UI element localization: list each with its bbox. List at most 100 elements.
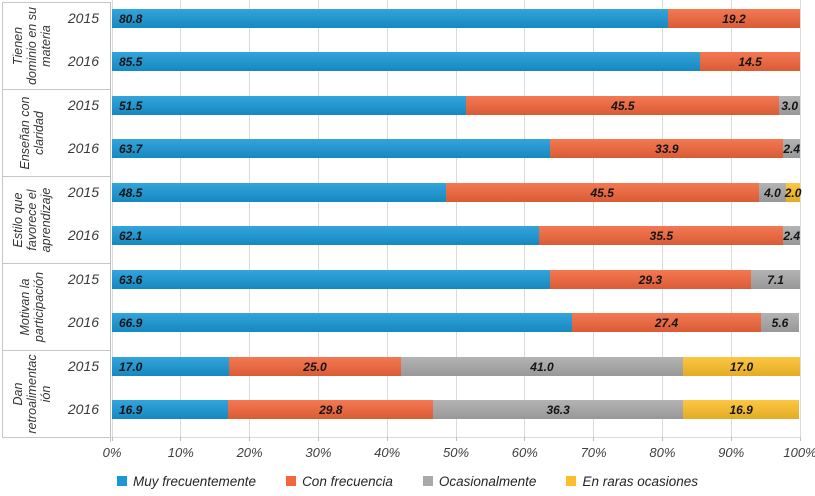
x-axis-tick-label: 30% (305, 445, 332, 460)
x-axis-tick-label: 0% (102, 445, 122, 460)
bar-value-label: 29.8 (319, 402, 343, 417)
category-label-line: favorece el (25, 188, 39, 251)
bar-value-label: 62.1 (119, 228, 143, 243)
x-axis-tick-label: 70% (580, 445, 607, 460)
bar-value-label: 4.0 (764, 185, 781, 200)
legend-label: En raras ocasiones (582, 473, 698, 489)
axis-tick (455, 437, 457, 441)
bar-value-label: 33.9 (655, 141, 679, 156)
axis-tick (180, 437, 182, 441)
bar-value-label: 16.9 (729, 402, 753, 417)
bar-track: 63.7 33.9 2.4 (112, 139, 800, 158)
bar-segment-4: 16.9 (683, 400, 800, 419)
year-label: 2016 (67, 401, 99, 417)
bar-segment-3: 41.0 (400, 357, 684, 376)
bar-segment-4: 2.0 (785, 183, 801, 202)
x-axis-tick-label: 90% (718, 445, 745, 460)
plot-bottom-line (110, 437, 800, 438)
x-axis-tick-label: 20% (236, 445, 263, 460)
legend-swatch-icon (566, 476, 577, 486)
bar-segment-4: 17.0 (683, 357, 800, 376)
axis-tick (799, 437, 801, 441)
year-label: 2016 (67, 140, 99, 156)
legend-item-4: En raras ocasiones (566, 474, 698, 489)
bar-value-label: 16.9 (119, 402, 143, 417)
bar-value-label: 35.5 (649, 228, 674, 243)
category-label: Estilo que favorece el aprendizaje (11, 176, 53, 263)
bar-value-label: 5.6 (771, 315, 789, 330)
year-label: 2015 (67, 184, 99, 200)
year-label: 2015 (67, 97, 99, 113)
category-separator-line (2, 263, 110, 264)
bar-track: 16.9 29.8 36.3 16.9 (112, 400, 800, 419)
category-label-line: retroalimentac (25, 353, 39, 434)
grid-line (524, 0, 526, 437)
year-label: 2016 (67, 227, 99, 243)
bar-value-label: 17.0 (119, 359, 143, 374)
x-axis-tick-label: 100% (783, 445, 815, 460)
bar-value-label: 17.0 (729, 359, 754, 374)
bar-segment-3: 2.4 (783, 226, 800, 245)
legend-label: Ocasionalmente (438, 473, 537, 489)
bar-value-label: 3.0 (781, 98, 798, 113)
bar-value-label: 63.6 (119, 272, 143, 287)
category-separator-line (2, 437, 110, 438)
x-axis-tick-label: 80% (649, 445, 676, 460)
category-axis-line (110, 2, 111, 442)
bar-segment-1: 66.9 (112, 313, 573, 332)
grid-line (455, 0, 457, 437)
category-separator-line (2, 89, 110, 90)
bar-segment-3: 5.6 (760, 313, 800, 332)
category-label: Enseñan con claridad (18, 89, 46, 176)
grid-line (593, 0, 595, 437)
bar-segment-3: 36.3 (433, 400, 684, 419)
grid-line (386, 0, 388, 437)
grid-line (249, 0, 251, 437)
category-label-line: Estilo que (11, 192, 25, 247)
axis-tick (111, 437, 113, 441)
bar-segment-3: 4.0 (758, 183, 787, 202)
legend-item-1: Muy frecuentemente (117, 474, 256, 489)
bar-segment-2: 19.2 (667, 9, 800, 28)
bar-segment-1: 48.5 (112, 183, 446, 202)
category-label-line: materia (39, 24, 53, 67)
category-box: Dan retroalimentac ión (3, 350, 61, 437)
category-label-line: participación (32, 271, 46, 342)
bar-track: 17.0 25.0 41.0 17.0 (112, 357, 800, 376)
grid-line (180, 0, 182, 437)
bar-track: 85.5 14.5 (112, 52, 800, 71)
year-label: 2016 (67, 53, 99, 69)
category-label-line: claridad (32, 110, 46, 155)
bar-value-label: 19.2 (722, 11, 746, 26)
category-box: Enseñan con claridad (3, 89, 61, 176)
bar-segment-2: 33.9 (550, 139, 784, 158)
legend-swatch-icon (117, 476, 127, 486)
bar-segment-2: 29.8 (228, 400, 434, 419)
bar-value-label: 2.4 (783, 141, 801, 156)
legend-swatch-icon (422, 476, 433, 486)
bar-value-label: 85.5 (119, 54, 143, 69)
bar-segment-1: 17.0 (112, 357, 229, 376)
category-label-line: Motivan la (18, 278, 32, 335)
category-label: Motivan la participación (18, 263, 46, 350)
bar-segment-3: 3.0 (779, 96, 800, 115)
bar-value-label: 63.7 (119, 141, 143, 156)
bar-track: 51.5 45.5 3.0 (112, 96, 800, 115)
bar-value-label: 2.4 (783, 228, 801, 243)
legend-item-3: Ocasionalmente (422, 473, 537, 489)
legend-label: Muy frecuentemente (133, 473, 257, 489)
bar-segment-2: 45.5 (445, 183, 759, 202)
year-label: 2015 (67, 358, 99, 374)
category-label-line: ión (39, 385, 53, 402)
x-axis-tick-label: 10% (167, 445, 194, 460)
bar-segment-1: 63.6 (112, 270, 550, 289)
legend: Muy frecuentemente Con frecuencia Ocasiona… (0, 470, 815, 492)
category-label-line: aprendizaje (39, 187, 53, 252)
bar-segment-1: 80.8 (112, 9, 668, 28)
bar-segment-2: 29.3 (549, 270, 752, 289)
bar-segment-2: 25.0 (228, 357, 401, 376)
axis-tick (593, 437, 595, 441)
bar-segment-2: 14.5 (700, 52, 800, 71)
year-label: 2015 (67, 271, 99, 287)
